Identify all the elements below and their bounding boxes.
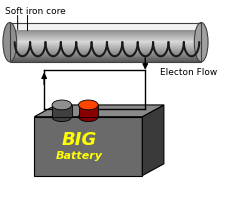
Bar (10, 52, 201, 53)
Bar (10, 32, 201, 33)
Bar (10, 23, 201, 62)
Ellipse shape (79, 101, 98, 110)
Bar (10, 44, 201, 45)
Ellipse shape (52, 101, 72, 110)
Bar (10, 23, 201, 24)
Bar (10, 49, 201, 50)
Bar (10, 54, 201, 55)
Bar (10, 45, 201, 46)
Bar (10, 58, 201, 59)
Bar (10, 57, 201, 58)
Bar (10, 27, 201, 28)
Ellipse shape (3, 23, 17, 62)
Polygon shape (34, 105, 164, 117)
Bar (10, 56, 201, 57)
Bar (10, 29, 201, 30)
Ellipse shape (194, 23, 208, 62)
Bar (10, 30, 201, 31)
Bar (10, 31, 201, 32)
Bar (10, 28, 201, 29)
Bar (10, 50, 201, 51)
Bar (10, 46, 201, 47)
Bar (10, 40, 201, 41)
Bar (10, 33, 201, 34)
Bar (10, 48, 201, 49)
Bar (79, 105, 98, 117)
Bar (10, 43, 201, 44)
Bar (10, 37, 201, 38)
Text: BIG: BIG (62, 130, 97, 148)
Ellipse shape (79, 112, 98, 122)
Bar (10, 53, 201, 54)
Bar (10, 38, 201, 39)
Bar (10, 51, 201, 52)
Bar (10, 42, 201, 43)
Bar (10, 39, 201, 40)
Bar (10, 24, 201, 25)
Bar (10, 59, 201, 60)
Bar (10, 25, 201, 31)
Bar (10, 34, 201, 35)
Bar (10, 47, 201, 48)
Polygon shape (142, 105, 164, 176)
Bar (52, 105, 72, 117)
Bar (10, 26, 201, 27)
Bar (10, 61, 201, 62)
Ellipse shape (52, 112, 72, 122)
Text: Soft iron core: Soft iron core (5, 7, 66, 16)
Bar (10, 25, 201, 26)
Bar (10, 41, 201, 42)
Bar (10, 55, 201, 56)
Text: Battery: Battery (56, 150, 103, 160)
Bar (10, 60, 201, 61)
Bar (10, 35, 201, 36)
Bar (10, 36, 201, 37)
Polygon shape (34, 117, 142, 176)
Text: Electon Flow: Electon Flow (160, 68, 217, 77)
